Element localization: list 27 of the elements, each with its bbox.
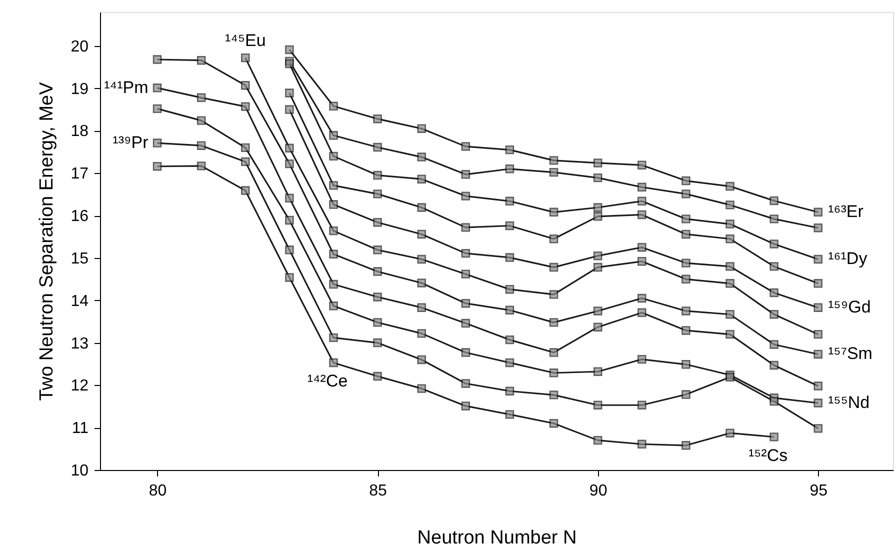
annotation: ¹³⁹Pr xyxy=(112,133,149,152)
x-tick-label: 85 xyxy=(369,482,388,500)
y-tick-label: 15 xyxy=(70,250,89,268)
y-tick-label: 11 xyxy=(72,420,89,438)
y-tick-label: 13 xyxy=(70,335,89,352)
y-tick-label: 14 xyxy=(70,292,89,310)
y-tick-label: 20 xyxy=(70,38,89,56)
x-axis-title: Neutron Number N xyxy=(417,528,577,548)
y-tick-label: 10 xyxy=(70,462,89,480)
annotation: ¹⁵⁹Gd xyxy=(828,298,871,317)
y-tick-label: 16 xyxy=(70,208,89,226)
y-tick-label: 12 xyxy=(70,378,89,395)
annotation: ¹⁵⁵Nd xyxy=(828,392,870,412)
annotation: ¹⁴²Ce xyxy=(307,372,348,391)
annotation: ¹⁵²Cs xyxy=(748,446,788,465)
x-tick-label: 95 xyxy=(810,482,828,500)
y-tick-label: 17 xyxy=(70,166,89,183)
y-tick-label: 19 xyxy=(70,80,89,98)
x-tick-label: 90 xyxy=(589,482,608,500)
annotation: ¹⁵⁷Sm xyxy=(828,344,872,364)
annotation: ¹⁴⁵Eu xyxy=(224,30,266,50)
y-tick-label: 18 xyxy=(70,123,89,140)
annotation: ¹⁶¹Dy xyxy=(828,249,868,268)
annotation: ¹⁶³Er xyxy=(828,202,864,222)
annotation: ¹⁴¹Pm xyxy=(104,78,148,97)
y-axis-title: Two Neutron Separation Energy, MeV xyxy=(36,82,58,401)
x-tick-label: 80 xyxy=(148,482,167,500)
